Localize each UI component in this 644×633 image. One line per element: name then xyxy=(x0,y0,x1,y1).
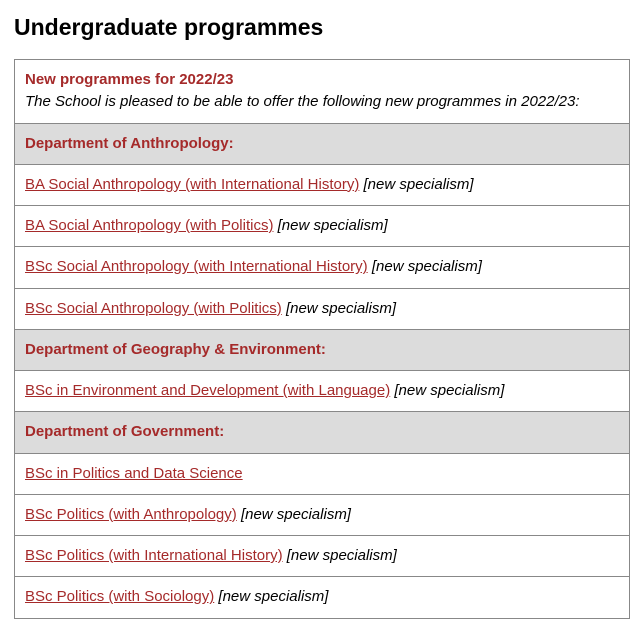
programme-row: BSc Social Anthropology (with Politics) … xyxy=(15,288,630,329)
programme-row: BA Social Anthropology (with Politics) [… xyxy=(15,206,630,247)
programme-note: [new specialism] xyxy=(218,588,328,605)
programme-row: BSc in Politics and Data Science xyxy=(15,453,630,494)
programme-link[interactable]: BSc Politics (with Anthropology) xyxy=(25,506,237,523)
programmes-tbody: New programmes for 2022/23 The School is… xyxy=(15,60,630,619)
programme-link[interactable]: BA Social Anthropology (with Internation… xyxy=(25,176,359,193)
programme-note: [new specialism] xyxy=(287,547,397,564)
dept-header-geography: Department of Geography & Environment: xyxy=(15,329,630,370)
page-title: Undergraduate programmes xyxy=(14,14,630,41)
programme-link[interactable]: BSc Politics (with Sociology) xyxy=(25,588,214,605)
programme-link[interactable]: BSc Social Anthropology (with Politics) xyxy=(25,300,282,317)
programme-row: BSc in Environment and Development (with… xyxy=(15,371,630,412)
intro-text: The School is pleased to be able to offe… xyxy=(25,93,580,110)
programme-row: BSc Politics (with Sociology) [new speci… xyxy=(15,577,630,618)
programme-note: [new specialism] xyxy=(241,506,351,523)
programme-link[interactable]: BA Social Anthropology (with Politics) xyxy=(25,217,273,234)
intro-heading: New programmes for 2022/23 xyxy=(25,70,619,90)
programme-link[interactable]: BSc Social Anthropology (with Internatio… xyxy=(25,258,368,275)
dept-header-government: Department of Government: xyxy=(15,412,630,453)
programme-row: BSc Politics (with Anthropology) [new sp… xyxy=(15,494,630,535)
programme-link[interactable]: BSc in Environment and Development (with… xyxy=(25,382,390,399)
programme-note: [new specialism] xyxy=(286,300,396,317)
intro-cell: New programmes for 2022/23 The School is… xyxy=(15,60,630,124)
programme-note: [new specialism] xyxy=(278,217,388,234)
programme-row: BSc Social Anthropology (with Internatio… xyxy=(15,247,630,288)
programme-row: BSc Politics (with International History… xyxy=(15,536,630,577)
programme-link[interactable]: BSc Politics (with International History… xyxy=(25,547,283,564)
programme-link[interactable]: BSc in Politics and Data Science xyxy=(25,465,243,482)
programmes-table: New programmes for 2022/23 The School is… xyxy=(14,59,630,619)
programme-note: [new specialism] xyxy=(394,382,504,399)
programme-row: BA Social Anthropology (with Internation… xyxy=(15,164,630,205)
programme-note: [new specialism] xyxy=(372,258,482,275)
programme-note: [new specialism] xyxy=(364,176,474,193)
dept-header-anthropology: Department of Anthropology: xyxy=(15,123,630,164)
